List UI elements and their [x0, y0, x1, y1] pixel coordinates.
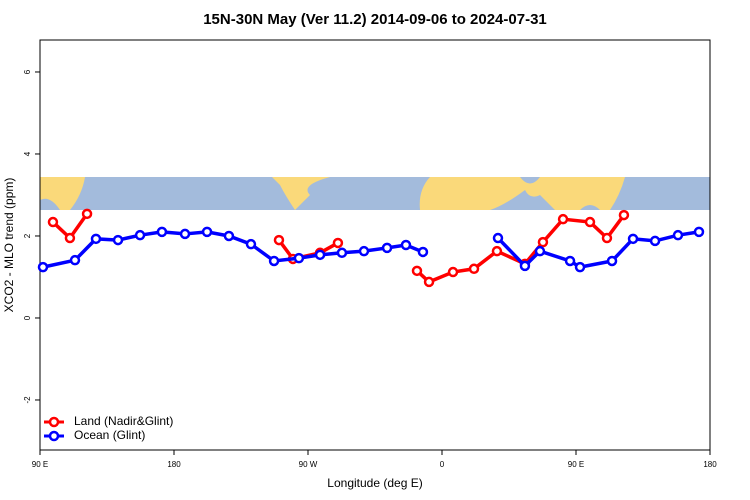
data-point [268, 255, 280, 267]
y-tick-label: -2 [23, 396, 32, 404]
y-tick-label: 0 [23, 315, 32, 320]
data-point [223, 230, 235, 242]
data-point [574, 261, 586, 273]
x-tick-label: 0 [440, 460, 445, 469]
data-point [618, 209, 630, 221]
data-point [649, 235, 661, 247]
x-tick-label: 180 [703, 460, 717, 469]
x-tick-label: 90 E [32, 460, 48, 469]
data-point [492, 232, 504, 244]
map-band [40, 177, 710, 210]
data-point [606, 255, 618, 267]
data-point [358, 245, 370, 257]
data-point [417, 246, 429, 258]
legend-marker [48, 416, 60, 428]
y-tick-label: 4 [23, 151, 32, 156]
data-point [534, 245, 546, 257]
y-axis-label: XCO2 - MLO trend (ppm) [2, 178, 16, 313]
x-tick-label: 180 [167, 460, 181, 469]
data-point [519, 260, 531, 272]
data-point [381, 242, 393, 254]
data-point [179, 228, 191, 240]
plot-frame [39, 39, 711, 451]
data-point [564, 255, 576, 267]
data-point [411, 265, 423, 277]
data-point [112, 234, 124, 246]
data-point [90, 233, 102, 245]
data-point [69, 254, 81, 266]
legend-label: Ocean (Glint) [74, 428, 145, 442]
y-tick-label: 6 [23, 69, 32, 74]
y-tick-label: 2 [23, 233, 32, 238]
data-point [245, 238, 257, 250]
data-point [537, 236, 549, 248]
x-tick-label: 90 E [568, 460, 584, 469]
data-point [81, 208, 93, 220]
data-point [693, 226, 705, 238]
data-point [447, 266, 459, 278]
data-point [468, 263, 480, 275]
chart-title: 15N-30N May (Ver 11.2) 2014-09-06 to 202… [203, 11, 547, 28]
data-point [601, 232, 613, 244]
x-axis-label: Longitude (deg E) [327, 476, 422, 490]
data-point [273, 234, 285, 246]
data-point [293, 252, 305, 264]
data-point [47, 216, 59, 228]
data-point [627, 233, 639, 245]
data-point [314, 249, 326, 261]
legend-marker [48, 430, 60, 442]
data-point [134, 229, 146, 241]
data-point [491, 245, 503, 257]
data-point [332, 237, 344, 249]
legend-label: Land (Nadir&Glint) [74, 414, 173, 428]
data-point [557, 213, 569, 225]
data-point [64, 232, 76, 244]
data-point [156, 226, 168, 238]
data-point [37, 261, 49, 273]
data-point [672, 229, 684, 241]
data-point [584, 216, 596, 228]
x-tick-label: 90 W [299, 460, 318, 469]
data-point [423, 276, 435, 288]
data-point [400, 239, 412, 251]
data-point [336, 247, 348, 259]
data-point [201, 226, 213, 238]
